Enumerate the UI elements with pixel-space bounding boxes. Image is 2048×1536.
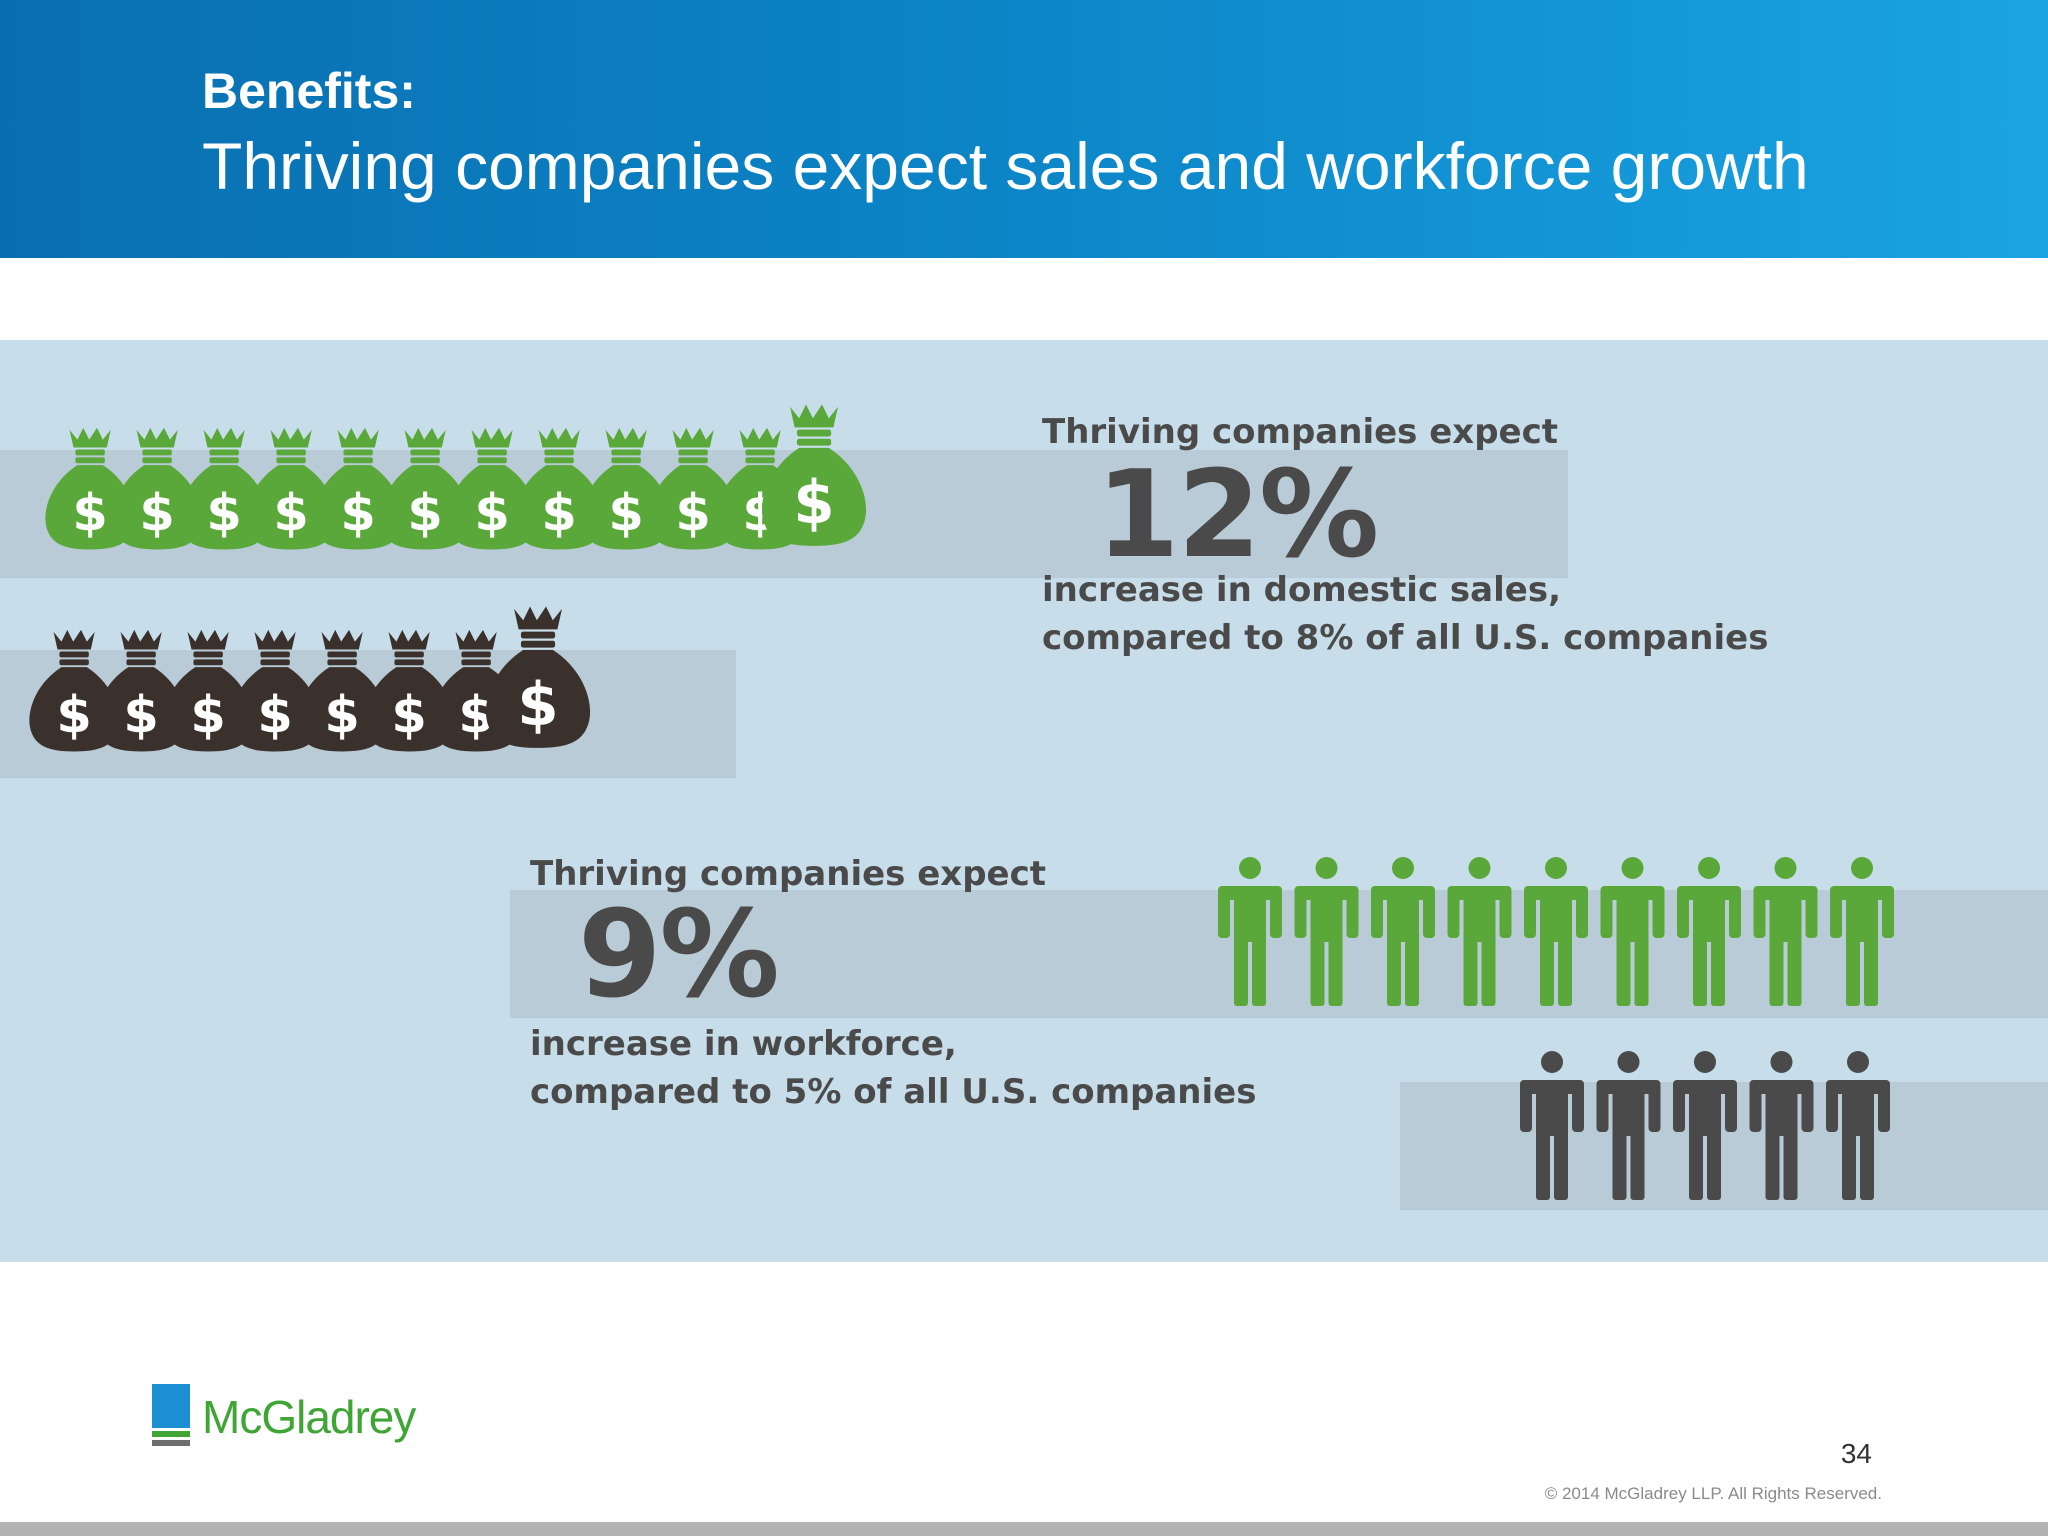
money-bag-icon: $ xyxy=(380,427,470,550)
money-bag-icon: $ xyxy=(648,427,738,550)
infographic-panel: $ $ $ $ $ $ $ $ $ $ $ $ $ $ $ $ $ $ $ $ Thriving companies… xyxy=(0,340,2048,1262)
money-bag-icon: $ xyxy=(447,427,537,550)
svg-text:$: $ xyxy=(675,484,710,543)
title-banner: Benefits: Thriving companies expect sale… xyxy=(0,0,2048,258)
person-icon xyxy=(1830,857,1894,1006)
person-icon xyxy=(1524,857,1588,1006)
workforce-lead: Thriving companies expect xyxy=(530,854,1047,894)
person-icon xyxy=(1749,1051,1814,1200)
workforce-band-all-us xyxy=(1400,1082,2048,1210)
sales-desc-line1: increase in domestic sales, xyxy=(1042,570,1561,610)
money-bag-icon: $ xyxy=(112,427,202,550)
svg-text:$: $ xyxy=(139,484,174,543)
money-bag-icon: $ xyxy=(485,606,591,748)
money-bag-icon: $ xyxy=(313,427,403,550)
mcgladrey-logo-icon xyxy=(152,1384,190,1446)
person-icon xyxy=(1520,1051,1584,1200)
person-icon xyxy=(1294,857,1359,1006)
money-bag-icon: $ xyxy=(514,427,604,550)
svg-text:$: $ xyxy=(72,484,107,543)
person-icon xyxy=(1596,1051,1661,1200)
sales-desc-line2: compared to 8% of all U.S. companies xyxy=(1042,618,1769,658)
svg-text:$: $ xyxy=(324,686,359,745)
workforce-desc-line2: compared to 5% of all U.S. companies xyxy=(530,1072,1257,1112)
workforce-desc-line1: increase in workforce, xyxy=(530,1024,957,1064)
svg-text:$: $ xyxy=(391,686,426,745)
footer-bar xyxy=(0,1522,2048,1536)
money-bag-icon: $ xyxy=(581,427,671,550)
person-icon xyxy=(1753,857,1818,1006)
svg-text:$: $ xyxy=(407,484,442,543)
svg-text:$: $ xyxy=(56,686,91,745)
person-icon xyxy=(1600,857,1665,1006)
money-bag-icon: $ xyxy=(297,629,387,752)
thriving-money-bags: $ $ $ $ $ $ $ $ $ $ $ $ xyxy=(45,404,867,550)
person-icon xyxy=(1371,857,1435,1006)
svg-text:$: $ xyxy=(517,670,558,739)
brand-name: McGladrey xyxy=(202,1391,416,1443)
sales-lead: Thriving companies expect xyxy=(1042,412,1559,452)
person-icon xyxy=(1218,857,1282,1006)
thriving-people xyxy=(1218,857,1894,1006)
all-us-money-bags: $ $ $ $ $ $ $ $ xyxy=(29,606,591,752)
money-bag-icon: $ xyxy=(364,629,454,752)
money-bag-icon: $ xyxy=(163,629,253,752)
money-bag-icon: $ xyxy=(246,427,336,550)
money-bag-icon: $ xyxy=(230,629,320,752)
svg-text:$: $ xyxy=(608,484,643,543)
slide-kicker: Benefits: xyxy=(202,63,416,119)
workforce-value: 9% xyxy=(578,886,780,1025)
all-us-people xyxy=(1520,1051,1890,1200)
money-bag-icon: $ xyxy=(29,629,119,752)
slide-title: Thriving companies expect sales and work… xyxy=(202,129,1809,203)
money-bag-icon: $ xyxy=(96,629,186,752)
svg-text:$: $ xyxy=(793,468,834,537)
person-icon xyxy=(1677,857,1741,1006)
money-bag-icon: $ xyxy=(179,427,269,550)
svg-text:$: $ xyxy=(273,484,308,543)
svg-text:$: $ xyxy=(190,686,225,745)
svg-text:$: $ xyxy=(123,686,158,745)
copyright-notice: © 2014 McGladrey LLP. All Rights Reserve… xyxy=(1544,1484,1882,1503)
mcgladrey-logo: McGladrey xyxy=(152,1384,452,1450)
person-icon xyxy=(1826,1051,1890,1200)
person-icon xyxy=(1447,857,1512,1006)
svg-text:$: $ xyxy=(340,484,375,543)
svg-text:$: $ xyxy=(257,686,292,745)
money-bag-icon: $ xyxy=(45,427,135,550)
page-number: 34 xyxy=(1840,1438,1872,1469)
money-bag-icon: $ xyxy=(761,404,867,546)
svg-text:$: $ xyxy=(206,484,241,543)
svg-text:$: $ xyxy=(474,484,509,543)
person-icon xyxy=(1673,1051,1737,1200)
sales-value: 12% xyxy=(1096,446,1379,585)
svg-text:$: $ xyxy=(541,484,576,543)
